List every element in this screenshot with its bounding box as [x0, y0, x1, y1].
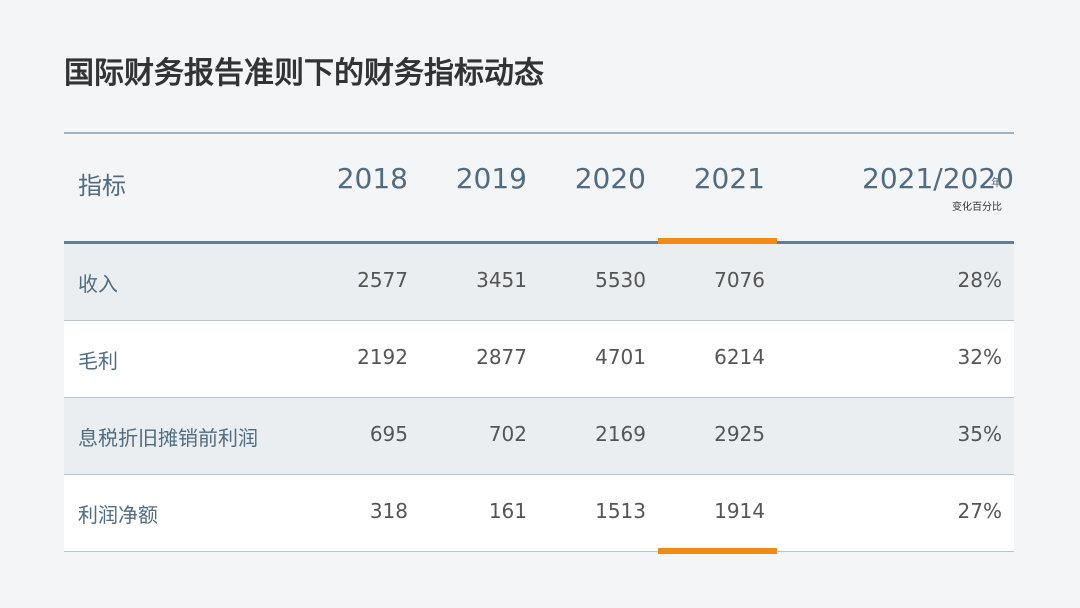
row-label: 收入 [78, 272, 118, 296]
highlight-bottom [658, 548, 777, 554]
header-subnote: 变化百分比 [952, 202, 1002, 213]
cell: 1914 [714, 499, 765, 523]
cell: 1513 [595, 499, 646, 523]
cell: 4701 [595, 345, 646, 369]
row-label: 毛利 [78, 349, 118, 373]
cell: 695 [369, 422, 408, 446]
cell: 6214 [714, 345, 765, 369]
row-rule [64, 320, 1014, 321]
row-bg [64, 244, 1014, 320]
header-suffix: 年 [991, 176, 1002, 189]
cell: 32% [957, 345, 1002, 369]
header-cell: 2020 [574, 162, 646, 195]
title: 国际财务报告准则下的财务指标动态 [64, 56, 544, 91]
top-rule [64, 132, 1014, 134]
header-cell: 2021/2020 [862, 162, 1014, 195]
cell: 2925 [714, 422, 765, 446]
cell: 2192 [357, 345, 408, 369]
row-label: 利润净额 [78, 503, 158, 527]
cell: 318 [369, 499, 408, 523]
row-rule [64, 551, 1014, 552]
row-bg [64, 321, 1014, 397]
cell: 5530 [595, 268, 646, 292]
header-cell: 2021 [693, 162, 765, 195]
row-bg [64, 475, 1014, 551]
cell: 3451 [476, 268, 527, 292]
header-cell: 指标 [78, 172, 126, 200]
row-rule [64, 474, 1014, 475]
header-rule [64, 241, 1014, 244]
cell: 2877 [476, 345, 527, 369]
row-bg [64, 398, 1014, 474]
cell: 2169 [595, 422, 646, 446]
cell: 702 [488, 422, 527, 446]
header-cell: 2018 [336, 162, 408, 195]
cell: 27% [957, 499, 1002, 523]
cell: 35% [957, 422, 1002, 446]
header-cell: 2019 [455, 162, 527, 195]
row-label: 息税折旧摊销前利润 [78, 426, 258, 450]
cell: 28% [957, 268, 1002, 292]
cell: 7076 [714, 268, 765, 292]
cell: 161 [488, 499, 527, 523]
cell: 2577 [357, 268, 408, 292]
row-rule [64, 397, 1014, 398]
highlight-top [658, 238, 777, 244]
